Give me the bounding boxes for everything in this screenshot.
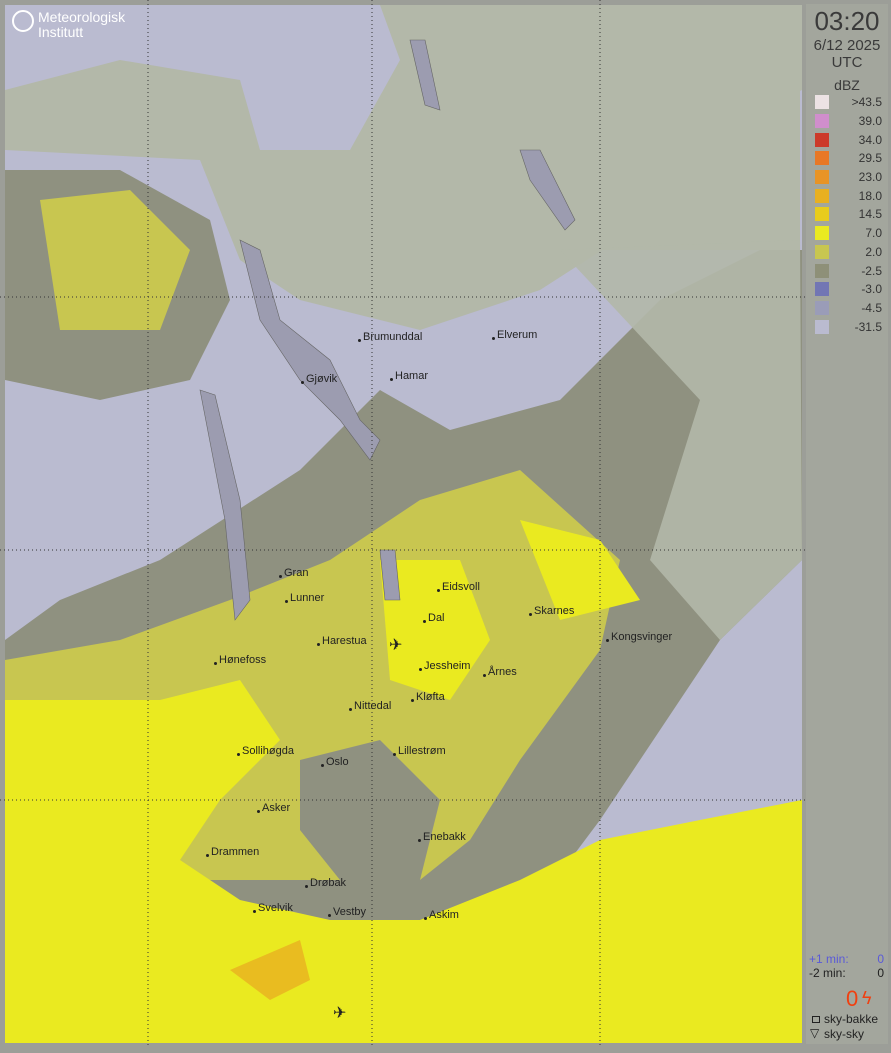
city-label: Skarnes xyxy=(528,605,575,617)
legend-label: -31.5 xyxy=(854,319,882,334)
legend-item: 29.5 xyxy=(806,149,888,168)
legend-item: 14.5 xyxy=(806,205,888,224)
legend-item: -4.5 xyxy=(806,299,888,318)
legend-swatch xyxy=(815,132,829,147)
lightning-count-value: 0 xyxy=(846,986,859,1011)
city-label: Hamar xyxy=(389,370,429,382)
radar-layer xyxy=(0,0,871,1048)
city-label: Vestby xyxy=(327,906,367,918)
legend-label: 14.5 xyxy=(858,207,882,222)
city-label: Hønefoss xyxy=(213,654,267,666)
plus1-value: 0 xyxy=(877,952,884,966)
city-label: Nittedal xyxy=(348,700,392,712)
legend-unit: dBZ xyxy=(834,77,860,93)
legend-swatch xyxy=(815,188,829,203)
legend-swatch xyxy=(815,170,829,185)
legend-swatch xyxy=(815,207,829,222)
city-label: Drøbak xyxy=(304,877,347,889)
minus2-label: -2 min: xyxy=(809,966,846,980)
echo-yellow xyxy=(5,520,802,1043)
timezone: UTC xyxy=(831,54,863,71)
brand-name: Meteorologisk Institutt xyxy=(38,9,126,40)
city-label: Brumunddal xyxy=(357,331,423,343)
city-label: Gjøvik xyxy=(300,373,338,385)
echo-gray-south xyxy=(300,740,440,880)
city-label: Svelvik xyxy=(253,902,293,914)
legend-panel: 03:20 6/12 2025 UTC dBZ >43.5 39.0 34.0 29.… xyxy=(806,4,888,1044)
city-label: Askim xyxy=(424,909,459,921)
city-label: Gran xyxy=(278,567,309,579)
airplane-icon: ✈ xyxy=(389,637,403,654)
legend-item: -31.5 xyxy=(806,317,888,336)
city-label: Oslo xyxy=(321,756,349,768)
legend-item: 34.0 xyxy=(806,130,888,149)
city-label: Asker xyxy=(256,802,291,814)
legend-label: -4.5 xyxy=(861,300,882,315)
radar-map[interactable] xyxy=(0,0,871,1048)
legend-item: -2.5 xyxy=(806,261,888,280)
met-logo: Meteorologisk Institutt xyxy=(12,10,148,40)
legend-item: 23.0 xyxy=(806,168,888,187)
city-label: Årnes xyxy=(483,666,517,678)
legend-swatch xyxy=(815,114,829,129)
city-label: Lillestrøm xyxy=(393,745,446,757)
city-label: Elverum xyxy=(491,329,538,341)
legend-item: 39.0 xyxy=(806,112,888,131)
grid-lines xyxy=(0,0,805,1048)
legend-swatch xyxy=(815,319,829,334)
city-label: Eidsvoll xyxy=(437,581,480,593)
legend-label: 2.0 xyxy=(865,244,882,259)
city-label: Kløfta xyxy=(411,691,445,703)
city-label: Lunner xyxy=(284,592,325,604)
legend-label: >43.5 xyxy=(851,95,882,110)
legend: >43.5 39.0 34.0 29.5 23.0 18.0 14.5 7.0 2.0 -2.5 -… xyxy=(806,93,888,336)
square-icon xyxy=(812,1016,820,1023)
dry-area xyxy=(560,60,800,250)
legend-swatch xyxy=(815,151,829,166)
legend-item: 2.0 xyxy=(806,243,888,262)
legend-swatch xyxy=(815,282,829,297)
city-label: Harestua xyxy=(317,635,367,647)
city-label: Enebakk xyxy=(418,831,466,843)
legend-item: >43.5 xyxy=(806,93,888,112)
city-label: Jessheim xyxy=(418,660,471,672)
plus1-label: +1 min: xyxy=(809,952,849,966)
time: 03:20 xyxy=(814,6,880,36)
city-label: Drammen xyxy=(205,846,260,858)
legend-swatch xyxy=(815,226,829,241)
city-label: Dal xyxy=(423,612,445,624)
lightning-icon: ϟ xyxy=(862,988,872,1008)
legend-label: -2.5 xyxy=(861,263,882,278)
legend-label: 18.0 xyxy=(858,188,882,203)
echo-orange xyxy=(230,940,310,1000)
legend-label: -3.0 xyxy=(861,282,882,297)
legend-label: 7.0 xyxy=(865,226,882,241)
legend-label: 29.5 xyxy=(858,151,882,166)
city-label: Sollihøgda xyxy=(237,745,294,757)
minus2-value: 0 xyxy=(877,966,884,980)
legend-swatch xyxy=(815,244,829,259)
airplane-icon: ✈ xyxy=(333,1005,347,1022)
cloud-label: sky-sky xyxy=(824,1027,864,1041)
legend-item: -3.0 xyxy=(806,280,888,299)
ground-label: sky-bakke xyxy=(824,1012,879,1026)
date: 6/12 2025 xyxy=(813,37,881,54)
city-label: Kongsvinger xyxy=(605,631,673,643)
triangle-icon: ▽ xyxy=(810,1026,820,1040)
met-logo-icon xyxy=(12,10,34,32)
legend-swatch xyxy=(815,95,829,110)
legend-item: 18.0 xyxy=(806,186,888,205)
legend-label: 23.0 xyxy=(858,170,882,185)
legend-swatch xyxy=(815,300,829,315)
legend-label: 34.0 xyxy=(858,132,882,147)
legend-item: 7.0 xyxy=(806,224,888,243)
legend-label: 39.0 xyxy=(858,114,882,129)
legend-swatch xyxy=(815,263,829,278)
